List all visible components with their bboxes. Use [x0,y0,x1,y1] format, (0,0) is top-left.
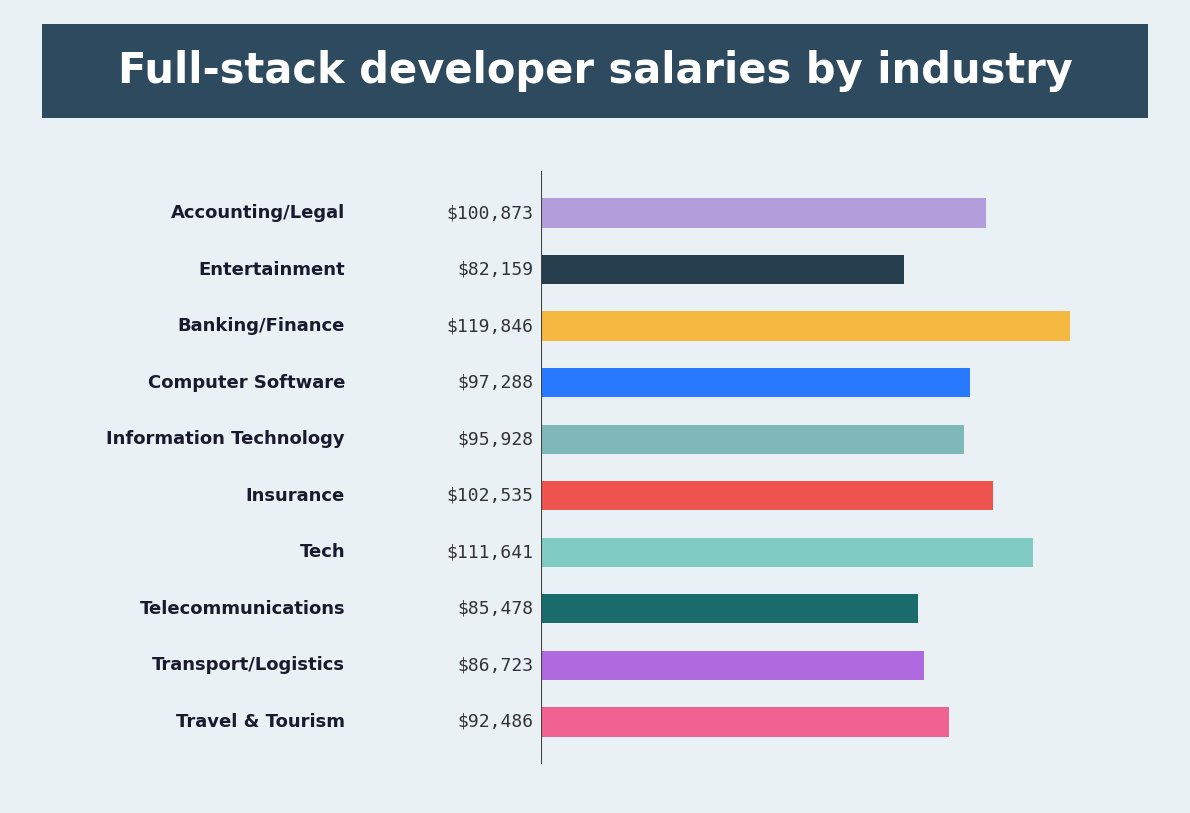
Text: $100,873: $100,873 [446,204,533,222]
Bar [541,424,964,454]
Text: Computer Software: Computer Software [148,374,345,392]
Text: Full-stack developer salaries by industry: Full-stack developer salaries by industr… [118,50,1072,92]
Text: Transport/Logistics: Transport/Logistics [152,656,345,674]
Text: $86,723: $86,723 [457,656,533,674]
Text: $95,928: $95,928 [457,430,533,448]
Text: Accounting/Legal: Accounting/Legal [171,204,345,222]
Text: Entertainment: Entertainment [199,261,345,279]
Text: $102,535: $102,535 [446,487,533,505]
Text: $97,288: $97,288 [457,374,533,392]
Text: $119,846: $119,846 [446,317,533,335]
Bar [541,255,903,285]
Text: Travel & Tourism: Travel & Tourism [176,713,345,731]
Text: $82,159: $82,159 [457,261,533,279]
Text: $111,641: $111,641 [446,543,533,561]
Bar [541,198,987,228]
Text: Banking/Finance: Banking/Finance [177,317,345,335]
Text: $92,486: $92,486 [457,713,533,731]
Bar [541,594,919,624]
Text: Insurance: Insurance [246,487,345,505]
Text: $85,478: $85,478 [457,600,533,618]
Bar [541,311,1070,341]
Bar [541,707,950,737]
Bar [541,650,923,680]
Bar [541,481,994,511]
Text: Tech: Tech [300,543,345,561]
Bar [541,368,970,398]
Text: Information Technology: Information Technology [106,430,345,448]
Text: Telecommunications: Telecommunications [139,600,345,618]
Bar [541,537,1033,567]
